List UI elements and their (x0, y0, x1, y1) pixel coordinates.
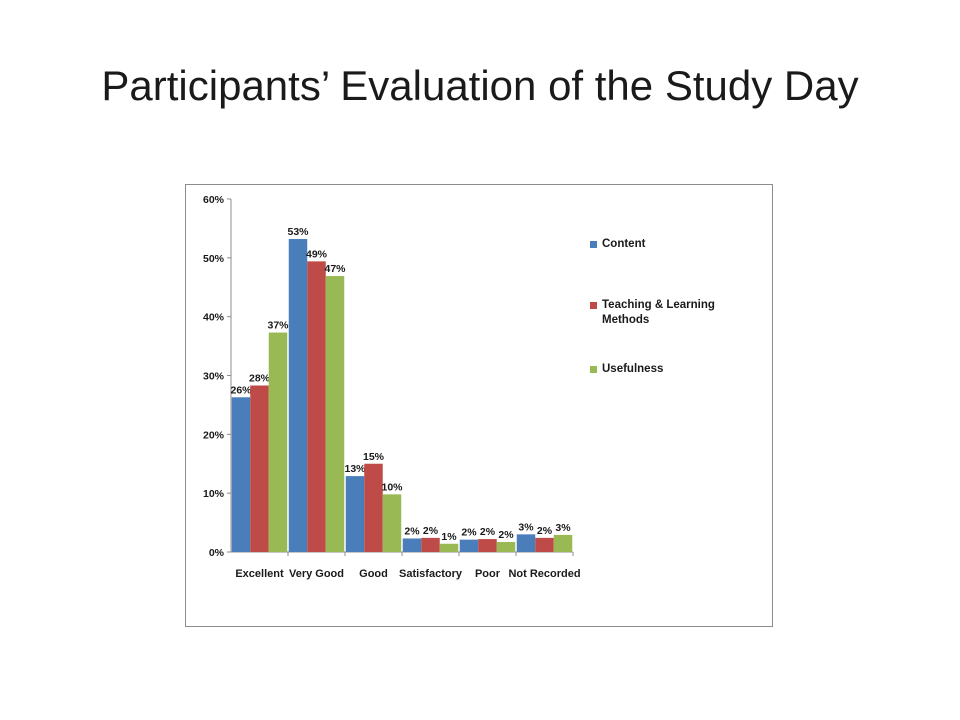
y-tick-label: 50% (203, 253, 225, 265)
legend-swatch-usefulness (590, 366, 597, 373)
legend-item-content: Content (590, 237, 645, 252)
legend-item-teaching-learning-methods: Teaching & Learning Methods (590, 298, 760, 328)
y-tick-label: 10% (203, 488, 225, 500)
bar (535, 537, 554, 552)
bar (496, 541, 516, 552)
bar (345, 476, 365, 552)
legend-swatch-teaching-learning-methods (590, 302, 597, 309)
data-label: 53% (287, 226, 309, 238)
data-label: 13% (344, 463, 366, 475)
bar (307, 261, 326, 552)
data-label: 28% (249, 373, 271, 385)
x-tick-label: Excellent (235, 568, 284, 580)
data-label: 2% (461, 527, 477, 539)
data-label: 1% (441, 531, 457, 543)
bar (288, 239, 308, 553)
data-label: 2% (480, 526, 496, 538)
slide-title: Participants’ Evaluation of the Study Da… (101, 62, 859, 109)
data-label: 2% (423, 525, 439, 537)
chart-frame: 0% 10% 20% 30% 40% 50% 60% Excellent 26% 28% 37% Ve… (185, 184, 773, 627)
x-tick-label: Not Recorded (508, 568, 580, 580)
bar (439, 543, 459, 552)
data-label: 2% (404, 525, 420, 537)
data-label: 49% (306, 248, 328, 260)
bar (268, 332, 288, 552)
x-tick-label: Satisfactory (399, 568, 463, 580)
bar (364, 463, 383, 552)
bar (421, 537, 440, 552)
data-label: 47% (324, 263, 346, 275)
bar (325, 276, 345, 552)
bar (402, 538, 422, 552)
y-tick-label: 60% (203, 194, 225, 206)
data-label: 15% (363, 451, 385, 463)
y-tick-label: 30% (203, 371, 225, 383)
y-tick-label: 20% (203, 429, 225, 441)
data-label: 10% (381, 481, 403, 493)
y-tick-label: 0% (209, 547, 225, 559)
legend-label-usefulness: Usefulness (602, 363, 664, 375)
bar-chart: 0% 10% 20% 30% 40% 50% 60% Excellent 26%28% 37% Ve… (203, 194, 581, 580)
data-label: 2% (537, 525, 553, 537)
legend-label-teaching-learning-methods: Teaching & Learning Methods (602, 299, 715, 326)
bar (553, 534, 573, 552)
y-tick-label: 40% (203, 312, 225, 324)
legend-label-content: Content (602, 238, 646, 250)
x-tick-label: Poor (475, 568, 501, 580)
x-tick-label: Very Good (289, 568, 344, 580)
data-label: 26% (230, 384, 252, 396)
bar (382, 494, 402, 552)
data-label: 3% (518, 521, 534, 533)
data-label: 37% (267, 320, 289, 332)
data-label: 3% (555, 522, 571, 534)
x-tick-label: Good (359, 568, 388, 580)
legend-item-usefulness: Usefulness (590, 362, 663, 377)
data-label: 2% (498, 529, 514, 541)
bar (516, 534, 536, 552)
legend-swatch-content (590, 241, 597, 248)
bar (459, 539, 479, 552)
bar (250, 385, 269, 552)
bar (231, 397, 251, 552)
bar (478, 539, 497, 552)
